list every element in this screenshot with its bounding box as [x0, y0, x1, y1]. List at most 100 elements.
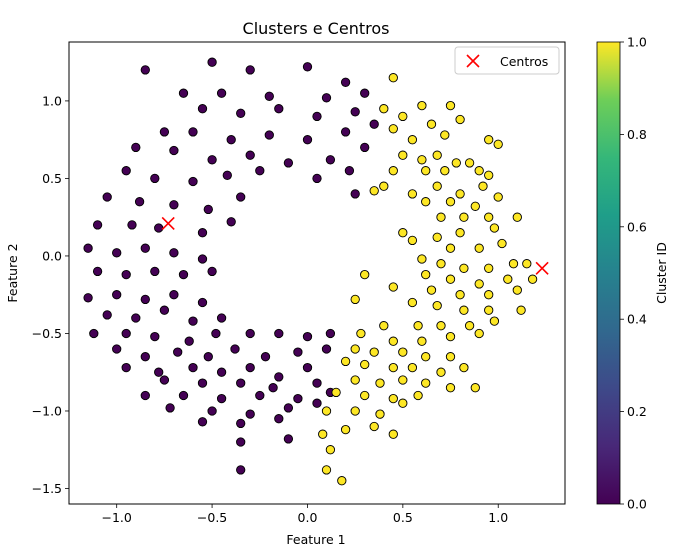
data-point-cluster-0 — [302, 135, 313, 145]
data-point-cluster-1 — [375, 409, 385, 419]
data-point-cluster-1 — [451, 158, 461, 168]
data-point-cluster-0 — [140, 243, 150, 253]
data-point-cluster-0 — [154, 367, 164, 377]
data-point-cluster-0 — [121, 328, 131, 339]
data-point-cluster-1 — [436, 321, 446, 331]
chart-title: Clusters e Centros — [243, 19, 390, 38]
data-point-cluster-0 — [131, 142, 141, 153]
data-point-cluster-0 — [140, 294, 150, 305]
legend: Centros — [454, 46, 560, 75]
colorbar-ticks: 0.0 0.2 0.4 0.6 0.8 1.0 — [620, 35, 647, 512]
data-point-cluster-1 — [484, 263, 494, 273]
data-point-cluster-0 — [165, 403, 175, 413]
data-point-cluster-1 — [459, 362, 469, 373]
data-point-cluster-0 — [154, 223, 164, 233]
data-point-cluster-1 — [398, 347, 408, 357]
data-point-cluster-0 — [102, 192, 112, 202]
y-axis-label: Feature 2 — [5, 243, 20, 302]
data-point-cluster-1 — [417, 254, 427, 264]
colorbar-label: Cluster ID — [654, 242, 669, 304]
y-tick-label: −0.5 — [32, 326, 62, 341]
data-point-cluster-1 — [484, 212, 494, 222]
data-point-cluster-0 — [264, 91, 274, 101]
data-point-cluster-1 — [445, 352, 456, 362]
data-point-cluster-1 — [421, 378, 431, 388]
x-tick-label: 0.0 — [298, 510, 318, 525]
data-point-cluster-1 — [421, 352, 431, 362]
data-point-cluster-0 — [236, 192, 246, 202]
data-point-cluster-0 — [92, 220, 103, 230]
data-point-cluster-0 — [236, 418, 246, 429]
data-point-cluster-1 — [432, 232, 442, 242]
data-point-cluster-1 — [474, 328, 484, 339]
data-point-cluster-1 — [489, 223, 500, 233]
data-point-cluster-0 — [350, 107, 360, 117]
data-point-cluster-0 — [312, 378, 322, 388]
data-point-cluster-1 — [474, 166, 484, 176]
data-point-cluster-1 — [459, 305, 469, 315]
data-point-cluster-0 — [255, 390, 265, 401]
data-point-cluster-1 — [436, 259, 446, 269]
data-point-cluster-1 — [455, 189, 465, 199]
data-point-cluster-1 — [426, 285, 437, 295]
data-point-cluster-0 — [216, 393, 227, 404]
data-point-cluster-0 — [121, 362, 131, 373]
data-point-cluster-0 — [178, 269, 189, 280]
data-point-cluster-0 — [216, 88, 227, 98]
data-point-cluster-1 — [489, 316, 500, 326]
data-point-cluster-0 — [211, 328, 221, 339]
data-point-cluster-0 — [134, 197, 145, 207]
data-point-cluster-1 — [407, 135, 418, 145]
data-point-cluster-1 — [484, 305, 494, 315]
data-point-cluster-0 — [188, 176, 198, 187]
data-point-cluster-1 — [325, 445, 336, 455]
data-point-cluster-0 — [178, 390, 189, 401]
data-point-cluster-0 — [207, 57, 217, 67]
data-point-cluster-0 — [216, 367, 227, 377]
data-point-cluster-0 — [255, 166, 265, 176]
data-point-cluster-1 — [421, 269, 431, 280]
data-point-cluster-0 — [283, 158, 294, 168]
cluster-center-1-x-icon — [535, 261, 549, 275]
data-point-cluster-1 — [340, 356, 351, 367]
data-point-cluster-1 — [432, 150, 442, 160]
data-point-cluster-1 — [350, 294, 360, 305]
data-point-cluster-0 — [236, 108, 246, 118]
data-point-cluster-1 — [459, 212, 469, 222]
data-point-cluster-0 — [184, 336, 194, 346]
data-point-cluster-0 — [159, 305, 170, 315]
data-point-cluster-0 — [321, 93, 332, 103]
data-point-cluster-0 — [178, 88, 189, 98]
data-point-cluster-0 — [216, 313, 227, 323]
y-tick-label: −1.5 — [32, 481, 62, 496]
data-point-cluster-0 — [274, 104, 284, 114]
data-point-cluster-0 — [245, 150, 255, 160]
data-point-cluster-1 — [478, 181, 488, 191]
data-point-cluster-0 — [360, 88, 370, 98]
data-point-cluster-1 — [445, 243, 456, 253]
data-point-cluster-1 — [440, 166, 450, 176]
colorbar-tick-label: 0.6 — [627, 219, 647, 234]
data-point-cluster-1 — [440, 130, 450, 140]
data-point-cluster-1 — [470, 383, 480, 393]
data-point-cluster-0 — [159, 375, 170, 385]
data-point-cluster-1 — [331, 387, 341, 398]
data-point-cluster-0 — [127, 220, 137, 230]
data-point-cluster-1 — [413, 321, 423, 331]
data-point-cluster-0 — [236, 378, 246, 388]
data-point-cluster-0 — [140, 352, 150, 362]
data-point-cluster-1 — [388, 166, 398, 176]
data-point-cluster-0 — [344, 166, 355, 176]
data-point-cluster-1 — [413, 390, 423, 401]
data-point-cluster-1 — [493, 192, 503, 202]
data-point-cluster-0 — [207, 155, 217, 165]
colorbar-tick-label: 0.8 — [627, 127, 647, 142]
x-axis-ticks: −1.0 −0.5 0.0 0.5 1.0 — [102, 504, 508, 525]
data-point-cluster-0 — [169, 248, 179, 258]
data-point-cluster-1 — [522, 259, 532, 269]
data-point-cluster-0 — [274, 328, 284, 339]
data-point-cluster-1 — [484, 290, 494, 300]
data-point-cluster-0 — [245, 328, 255, 339]
data-point-cluster-0 — [245, 362, 255, 373]
data-point-cluster-1 — [388, 429, 398, 439]
